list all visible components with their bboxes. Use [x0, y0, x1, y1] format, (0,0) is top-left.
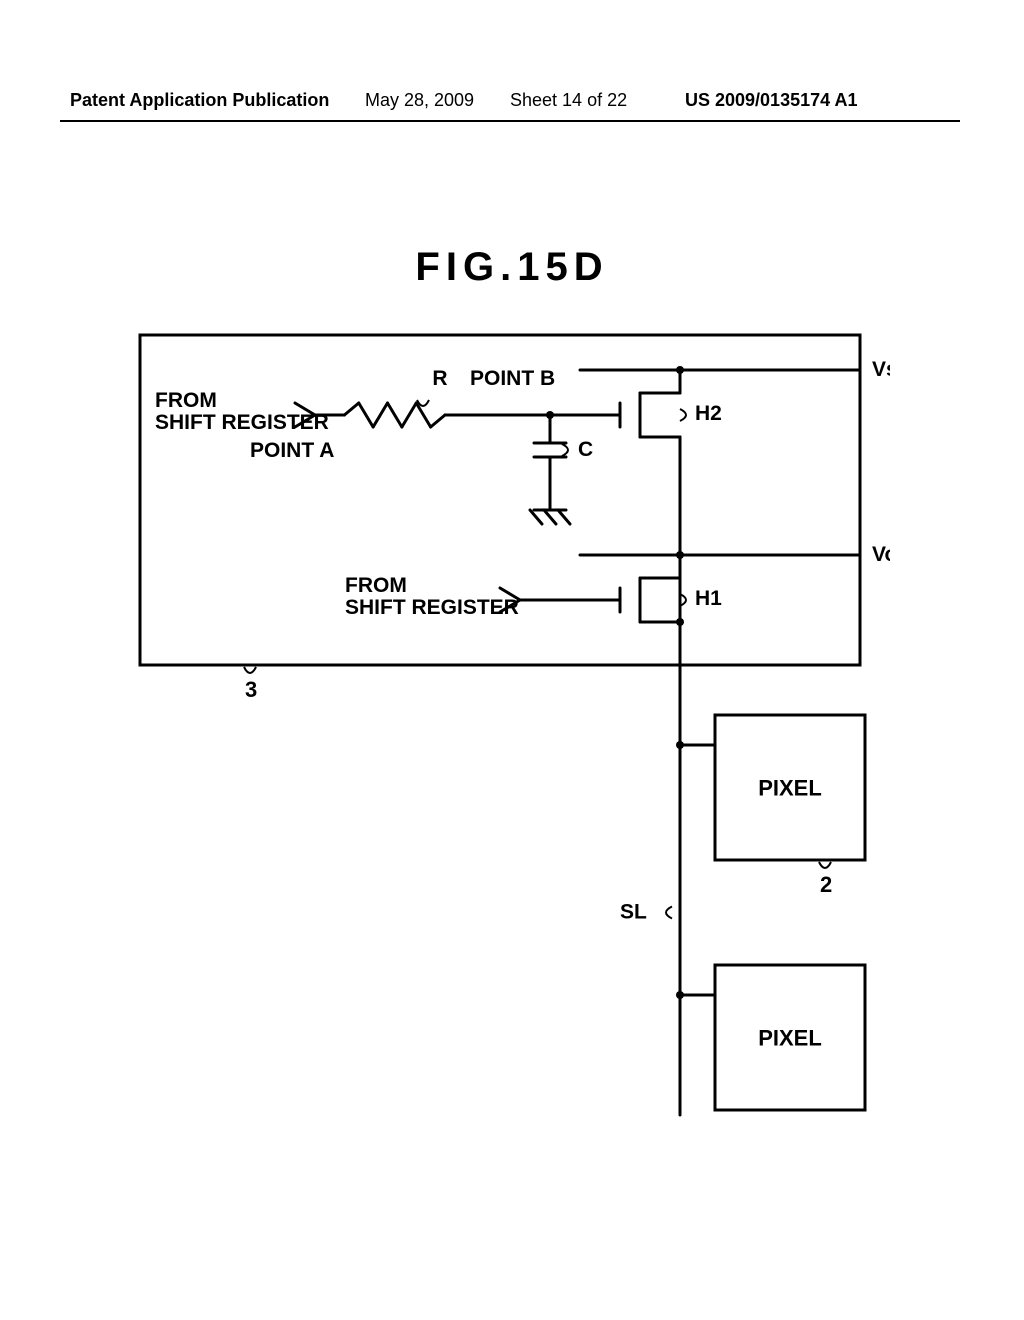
circuit-diagram: FROMSHIFT REGISTERPOINT ARPOINT BCH2Vsig… [120, 315, 890, 1135]
svg-text:POINT A: POINT A [250, 439, 334, 462]
svg-text:SL: SL [620, 901, 647, 924]
svg-text:PIXEL: PIXEL [758, 1026, 822, 1051]
svg-text:C: C [578, 438, 593, 461]
svg-text:2: 2 [820, 872, 832, 897]
svg-text:H2: H2 [695, 402, 722, 425]
svg-text:PIXEL: PIXEL [758, 776, 822, 801]
header: Patent Application Publication May 28, 2… [0, 90, 1024, 118]
svg-text:POINT B: POINT B [470, 367, 555, 390]
header-pub-type: Patent Application Publication [70, 90, 329, 111]
svg-text:H1: H1 [695, 587, 722, 610]
header-date: May 28, 2009 [365, 90, 474, 111]
svg-text:R: R [432, 367, 447, 390]
header-rule [60, 120, 960, 122]
svg-text:FROM: FROM [155, 389, 217, 412]
page: Patent Application Publication May 28, 2… [0, 0, 1024, 1320]
svg-text:FROM: FROM [345, 574, 407, 597]
svg-text:Vofs: Vofs [872, 543, 890, 566]
svg-text:SHIFT REGISTER: SHIFT REGISTER [345, 596, 519, 619]
figure-title: FIG.15D [0, 245, 1024, 290]
header-sheet: Sheet 14 of 22 [510, 90, 627, 111]
header-pubnum: US 2009/0135174 A1 [685, 90, 857, 111]
svg-text:Vsig: Vsig [872, 358, 890, 381]
svg-text:3: 3 [245, 677, 257, 702]
